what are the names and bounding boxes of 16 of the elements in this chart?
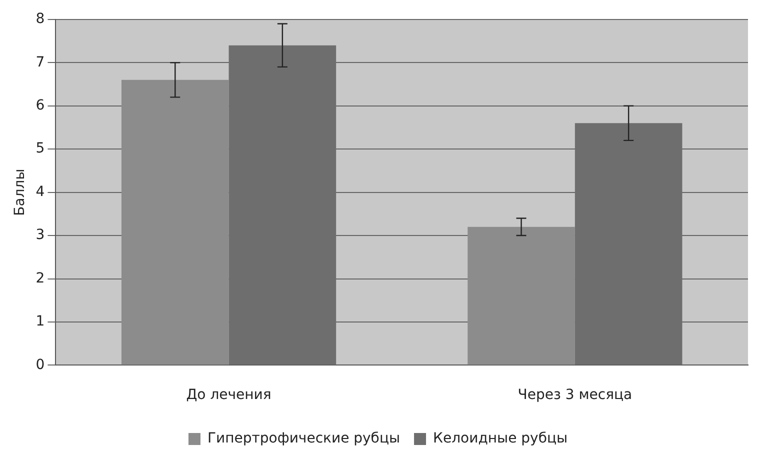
y-tick-label: 1 xyxy=(36,314,45,330)
x-tick-label: Через 3 месяца xyxy=(518,387,632,404)
bar xyxy=(121,80,229,365)
y-tick-label: 5 xyxy=(36,140,45,157)
y-axis-title: Баллы xyxy=(12,168,28,216)
y-tick-label: 4 xyxy=(36,184,45,200)
y-tick-label: 8 xyxy=(36,11,45,28)
x-tick-label: До лечения xyxy=(186,387,272,404)
legend-label: Гипертрофические рубцы xyxy=(207,430,400,447)
y-tick-label: 2 xyxy=(36,270,45,286)
y-tick-label: 7 xyxy=(36,54,45,70)
y-tick-label: 3 xyxy=(36,227,45,244)
y-tick-label: 0 xyxy=(36,356,45,373)
bar xyxy=(468,226,575,365)
legend-label: Келоидные рубцы xyxy=(433,430,568,447)
y-tick-label: 6 xyxy=(36,97,45,114)
